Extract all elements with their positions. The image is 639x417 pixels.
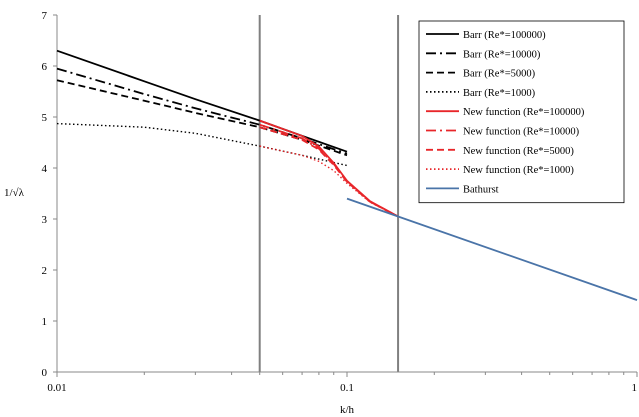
legend-entry-label: New function (Re*=1000) [463,165,574,176]
legend-entry-label: Barr (Re*=100000) [463,30,546,41]
legend-entry-label: Barr (Re*=10000) [463,49,541,60]
legend-entry-label: Bathurst [463,184,499,195]
series-line [259,123,399,218]
series-line [56,79,348,157]
legend-entry-label: Barr (Re*=5000) [463,69,536,80]
series-line [259,126,399,218]
series-line [56,122,348,167]
y-tick-label: 4 [42,163,48,175]
series-line [259,119,399,218]
x-tick-label: 0.1 [340,382,354,394]
legend-entry-label: New function (Re*=100000) [463,107,585,118]
y-tick-label: 1 [42,316,48,328]
y-tick-label: 2 [42,265,48,277]
series-line [56,49,348,153]
y-tick-label: 5 [42,112,48,124]
x-tick-label: 0.01 [47,382,66,394]
reference-lines [258,15,400,372]
x-tick-label: 1 [632,382,638,394]
y-tick-label: 6 [42,61,48,73]
y-tick-label: 0 [42,367,48,379]
legend-entry-label: New function (Re*=10000) [463,127,580,138]
y-axis-label: 1/√λ [4,187,25,199]
series-line [346,197,638,301]
legend-entry-label: Barr (Re*=1000) [463,88,536,99]
x-axis-label: k/h [340,404,355,416]
series-group [56,49,638,301]
tick-labels: 0 1 2 3 4 5 6 7 0.01 0.1 1 [42,10,638,394]
y-tick-label: 7 [42,10,48,22]
legend: Barr (Re*=100000) Barr (Re*=10000) Barr (R… [418,20,625,204]
y-tick-label: 3 [42,214,48,226]
legend-entry-label: New function (Re*=5000) [463,146,574,157]
